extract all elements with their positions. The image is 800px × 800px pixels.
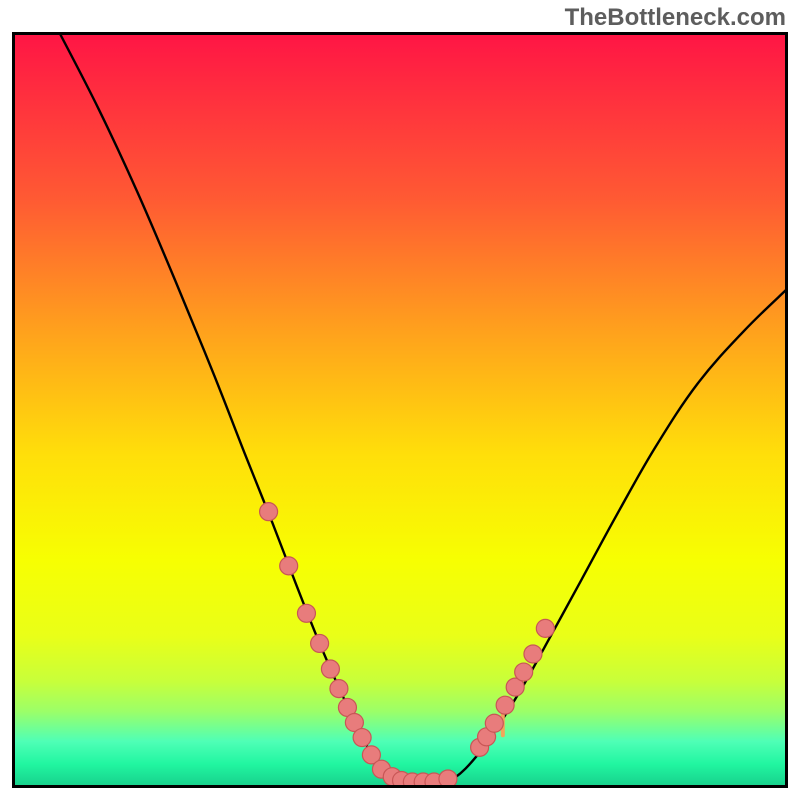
data-marker bbox=[280, 557, 298, 575]
data-marker bbox=[297, 604, 315, 622]
data-marker bbox=[330, 680, 348, 698]
data-marker bbox=[321, 660, 339, 678]
data-marker bbox=[311, 634, 329, 652]
data-marker bbox=[515, 663, 533, 681]
data-marker bbox=[485, 714, 503, 732]
bottleneck-curve-chart bbox=[12, 32, 788, 788]
chart-plot-area bbox=[12, 32, 788, 788]
data-marker bbox=[260, 503, 278, 521]
data-marker bbox=[524, 645, 542, 663]
data-marker bbox=[496, 696, 514, 714]
data-marker bbox=[536, 619, 554, 637]
gradient-background bbox=[14, 34, 787, 787]
data-marker bbox=[353, 729, 371, 747]
watermark-text: TheBottleneck.com bbox=[565, 4, 786, 32]
